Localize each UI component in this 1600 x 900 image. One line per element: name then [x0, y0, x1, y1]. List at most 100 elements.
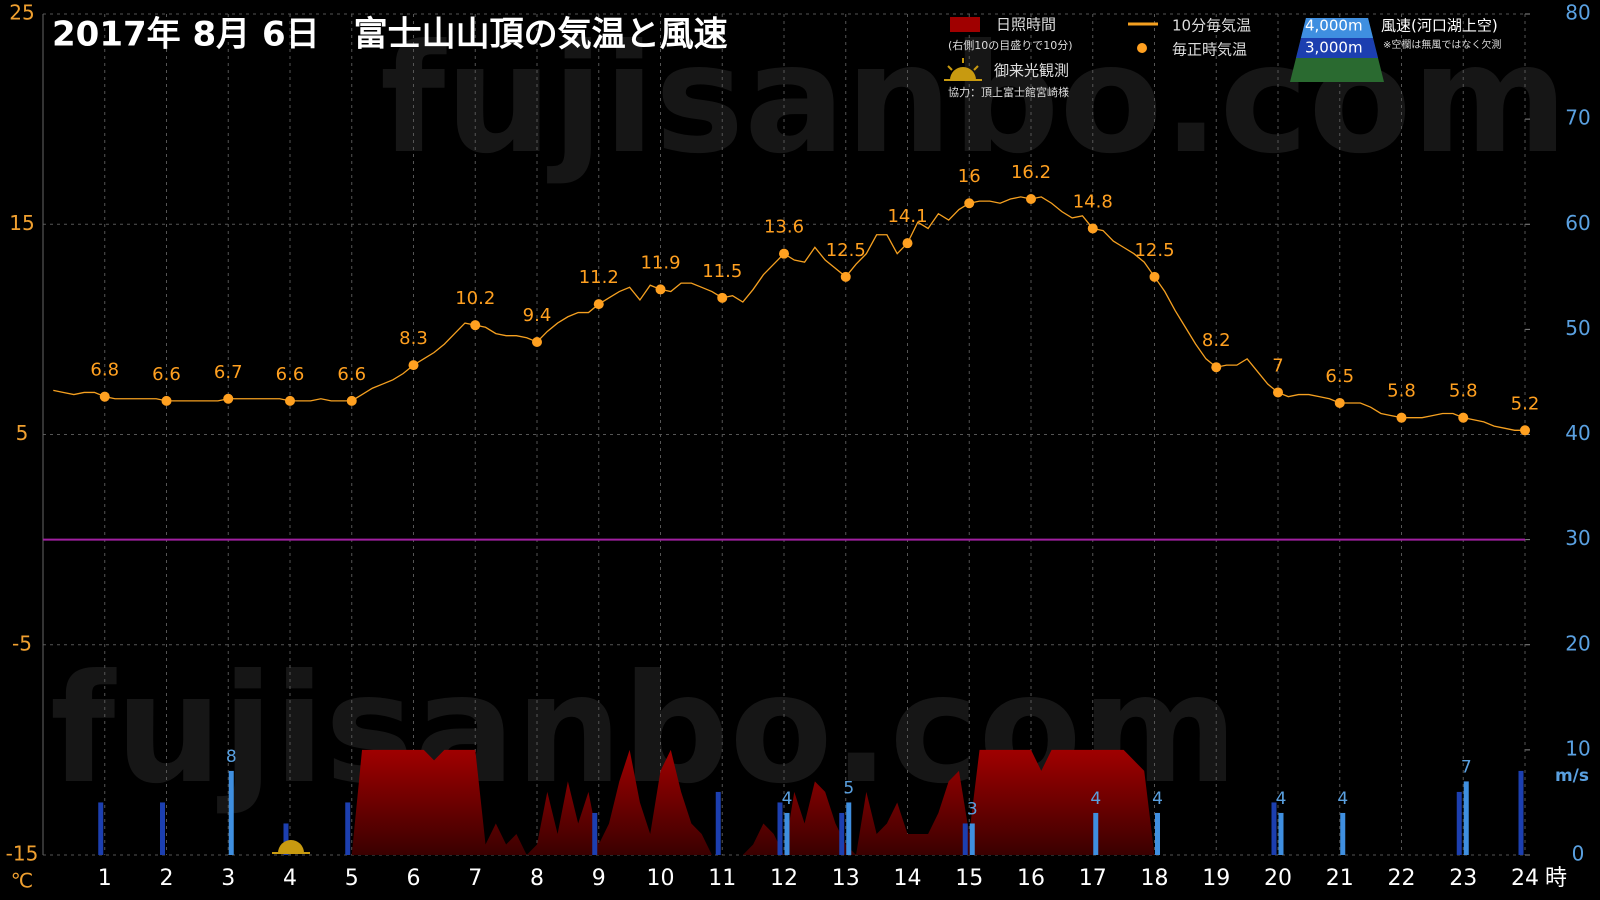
wind-bar — [1463, 781, 1469, 855]
wind-bar — [283, 823, 289, 855]
temp-point — [532, 336, 542, 347]
temp-point — [655, 284, 666, 295]
wind-bar — [962, 823, 968, 855]
temp-label: 14.1 — [887, 206, 927, 227]
temp-label: 6.6 — [337, 364, 366, 385]
y2-tick-label: 40 — [1565, 421, 1590, 445]
legend-label: 3,000m — [1305, 39, 1363, 57]
legend-swatch — [950, 17, 980, 32]
y-tick-label: -5 — [12, 631, 32, 655]
temp-label: 11.9 — [640, 252, 680, 273]
x-tick-label: 14 — [894, 866, 922, 891]
x-tick-label: 3 — [221, 866, 235, 891]
y-tick-label: 25 — [9, 1, 34, 25]
legend-label: 風速(河口湖上空) — [1381, 17, 1498, 35]
temp-label: 16 — [958, 166, 981, 187]
y2-tick-label: 70 — [1565, 106, 1590, 130]
temp-point — [1334, 397, 1345, 408]
temp-label: 16.2 — [1011, 162, 1051, 183]
temp-point — [346, 395, 357, 406]
temp-label: 13.6 — [764, 217, 804, 238]
temp-point — [1211, 362, 1222, 373]
x-tick-label: 5 — [345, 866, 359, 891]
y-tick-label: -15 — [6, 842, 39, 866]
credit: 協力：頂上富士館宮崎様 — [948, 85, 1069, 99]
temp-point — [408, 360, 419, 371]
y2-tick-label: 60 — [1565, 211, 1590, 235]
x-tick-label: 19 — [1202, 866, 1230, 891]
legend-label: 御来光観測 — [994, 62, 1069, 80]
wind-label: 4 — [1090, 789, 1101, 809]
x-tick-label: 11 — [708, 866, 736, 891]
wind-label: 4 — [1337, 789, 1348, 809]
y2-unit: m/s — [1555, 766, 1589, 786]
legend-label: 日照時間 — [996, 16, 1056, 34]
y-tick-label: 15 — [9, 211, 34, 235]
wind-bar — [98, 802, 104, 855]
temp-label: 6.8 — [90, 360, 119, 381]
temp-point — [717, 292, 728, 303]
temp-label: 6.7 — [214, 362, 243, 383]
sun — [278, 840, 304, 853]
wind-bar — [1155, 812, 1160, 855]
y2-tick-label: 80 — [1565, 1, 1590, 25]
wind-bar — [1278, 812, 1284, 855]
wind-bar — [345, 802, 351, 855]
x-tick-label: 7 — [468, 866, 482, 891]
wind-label: 5 — [843, 778, 854, 798]
wind-bar — [1271, 802, 1277, 855]
temp-label: 12.5 — [826, 240, 866, 261]
x-tick-label: 23 — [1449, 866, 1477, 891]
temp-point — [1149, 271, 1160, 282]
legend-note: (右側10の目盛りで10分) — [948, 38, 1073, 52]
wind-bar — [1518, 770, 1524, 855]
wind-bar — [777, 802, 783, 855]
temp-label: 5.8 — [1387, 381, 1416, 402]
x-tick-label: 15 — [955, 866, 983, 891]
legend-label: 4,000m — [1305, 17, 1363, 35]
temp-point — [593, 299, 604, 310]
temp-point — [285, 395, 295, 406]
wind-label: 8 — [226, 747, 237, 767]
wind-bar — [784, 812, 790, 855]
x-tick-label: 21 — [1326, 866, 1354, 891]
temp-point — [161, 395, 172, 406]
wind-bar — [715, 791, 721, 855]
temp-label: 8.3 — [399, 328, 428, 349]
temp-label: 11.2 — [579, 267, 619, 288]
wind-label: 7 — [1461, 757, 1472, 777]
wind-bar — [592, 812, 598, 855]
temp-label: 14.8 — [1073, 191, 1113, 212]
legend-label: 10分毎気温 — [1172, 17, 1251, 35]
y2-tick-label: 0 — [1572, 842, 1585, 866]
x-tick-label: 4 — [283, 866, 297, 891]
temp-point — [1396, 412, 1407, 423]
wind-label: 4 — [1152, 789, 1163, 809]
sunshine-area — [53, 749, 1526, 855]
x-tick-label: 18 — [1141, 866, 1169, 891]
y-unit: ℃ — [11, 869, 33, 893]
temp-label: 12.5 — [1134, 240, 1174, 261]
x-tick-label: 2 — [160, 866, 174, 891]
temp-point — [1087, 223, 1098, 234]
wind-label: 4 — [782, 789, 793, 809]
wind-bar — [1456, 791, 1462, 855]
chart-title: 2017年 8月 6日 富士山山頂の気温と風速 — [52, 15, 728, 55]
legend-note: ※空欄は無風ではなく欠測 — [1383, 38, 1501, 51]
temp-point — [1273, 387, 1283, 398]
sunrise-icon — [272, 840, 310, 854]
temp-label: 10.2 — [455, 288, 495, 309]
wind-label: 4 — [1276, 789, 1287, 809]
x-tick-label: 8 — [530, 866, 544, 891]
x-tick-label: 22 — [1388, 866, 1416, 891]
temp-label: 8.2 — [1202, 330, 1231, 351]
temp-point — [964, 198, 975, 209]
x-tick-label: 12 — [770, 866, 798, 891]
mountain-icon — [1290, 18, 1384, 82]
legend-label: 毎正時気温 — [1172, 41, 1247, 59]
x-tick-label: 20 — [1264, 866, 1292, 891]
x-tick-label: 17 — [1079, 866, 1107, 891]
temp-label: 5.8 — [1449, 381, 1478, 402]
